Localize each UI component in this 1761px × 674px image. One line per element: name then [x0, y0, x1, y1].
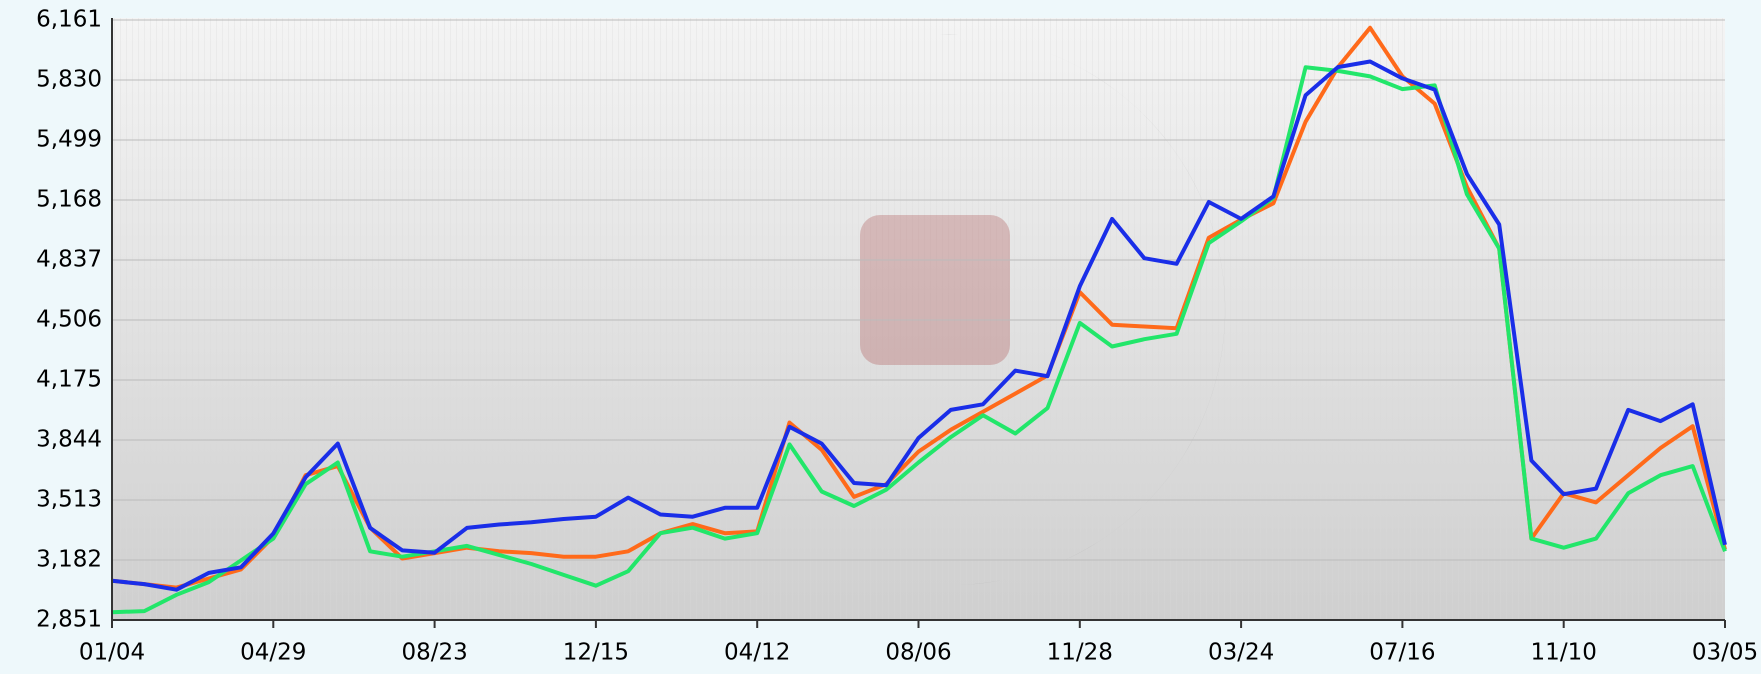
- x-tick-label: 11/28: [1047, 640, 1113, 666]
- x-tick-label: 03/05: [1692, 640, 1758, 666]
- plot-texture: [112, 18, 1725, 620]
- watermark: [539, 34, 1226, 586]
- y-tick-label: 4,837: [36, 247, 102, 273]
- x-tick-label: 04/12: [724, 640, 790, 666]
- y-tick-label: 2,851: [36, 607, 102, 633]
- y-tick-label: 5,168: [36, 187, 102, 213]
- y-tick-label: 5,830: [36, 67, 102, 93]
- y-tick-label: 3,182: [36, 547, 102, 573]
- x-tick-label: 03/24: [1208, 640, 1274, 666]
- y-tick-label: 3,844: [36, 427, 102, 453]
- x-tick-label: 08/23: [401, 640, 467, 666]
- x-tick-label: 01/04: [79, 640, 145, 666]
- series-line: [111, 65, 1727, 615]
- series-line: [111, 59, 1727, 592]
- x-tick-label: 07/16: [1369, 640, 1435, 666]
- y-tick-label: 5,499: [36, 127, 102, 153]
- y-tick-label: 4,175: [36, 367, 102, 393]
- y-tick-label: 6,161: [36, 7, 102, 33]
- x-tick-label: 11/10: [1531, 640, 1597, 666]
- x-tick-label: 08/06: [885, 640, 951, 666]
- x-tick-label: 04/29: [240, 640, 306, 666]
- x-tick-label: 12/15: [563, 640, 629, 666]
- y-tick-label: 3,513: [36, 487, 102, 513]
- y-tick-label: 4,506: [36, 307, 102, 333]
